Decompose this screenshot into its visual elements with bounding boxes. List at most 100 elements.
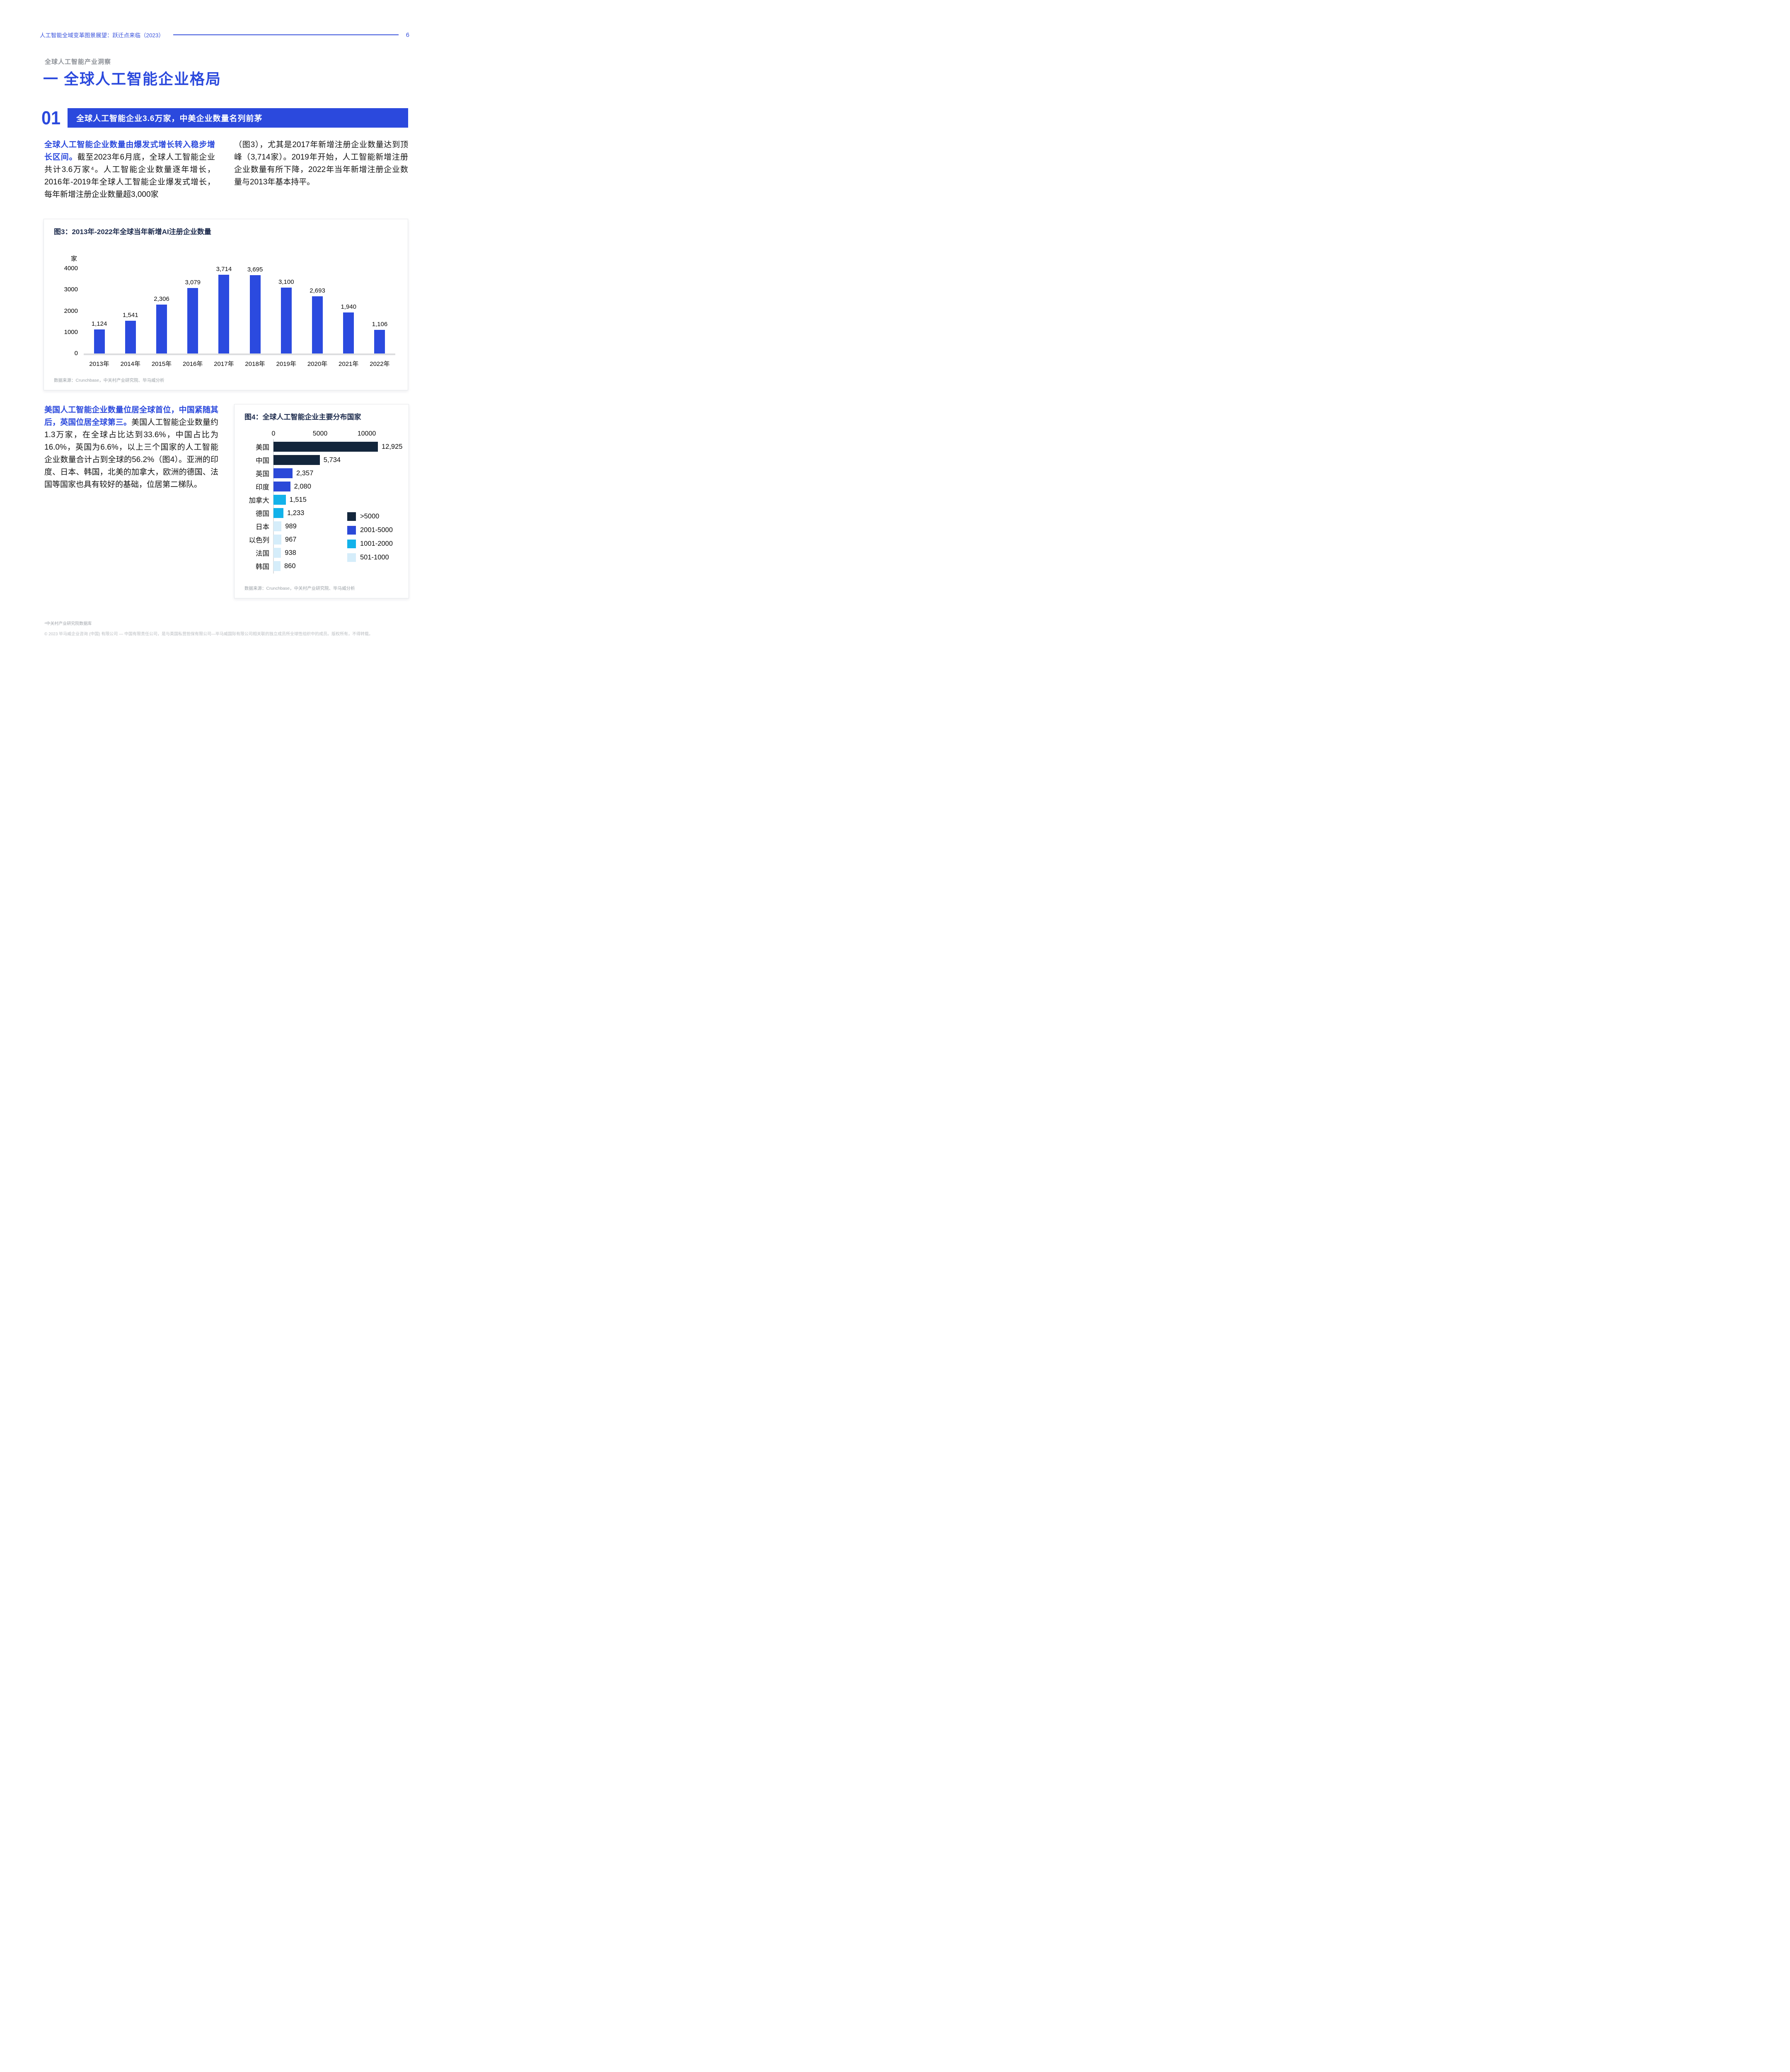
subsection-banner-text: 全球人工智能企业3.6万家，中美企业数量名列前茅 bbox=[76, 114, 263, 123]
figure3-x-label: 2018年 bbox=[245, 361, 265, 368]
figure3-bar bbox=[343, 312, 354, 353]
figure3-bar bbox=[156, 304, 167, 353]
figure3-y-tick: 3000 bbox=[64, 286, 78, 293]
figure3-value-label: 1,124 bbox=[91, 320, 107, 328]
figure4-bar bbox=[273, 455, 320, 465]
figure4-category-label: 法国 bbox=[256, 550, 269, 557]
figure3-bar bbox=[94, 329, 105, 353]
figure4-bar bbox=[273, 535, 281, 545]
figure3-bar-group: 3,079 bbox=[177, 279, 208, 353]
figure4-category-label: 以色列 bbox=[249, 537, 270, 544]
figure4-legend-label: 501-1000 bbox=[360, 554, 389, 561]
figure3-x-label: 2019年 bbox=[276, 361, 296, 368]
figure3-bar-group: 1,541 bbox=[115, 312, 146, 353]
figure3-x-label: 2021年 bbox=[339, 361, 359, 368]
figure4-value-label: 5,734 bbox=[323, 456, 341, 464]
figure4-title: 图4：全球人工智能企业主要分布国家 bbox=[244, 413, 361, 421]
figure4-legend-label: >5000 bbox=[360, 513, 380, 520]
header-rule bbox=[173, 34, 399, 35]
figure3-value-label: 3,100 bbox=[278, 278, 294, 286]
figure4-row: 德国 1,233 bbox=[244, 506, 401, 520]
figure3-value-label: 3,714 bbox=[216, 265, 232, 273]
figure4-card: 图4：全球人工智能企业主要分布国家 0 5000 10000 美国 12,925 中国 5… bbox=[234, 404, 409, 598]
figure4-x-ticks: 0 5000 10000 bbox=[244, 430, 401, 439]
figure3-bar-group: 1,940 bbox=[333, 303, 364, 353]
figure4-bar bbox=[273, 468, 293, 478]
figure4-row: 加拿大 1,515 bbox=[244, 493, 401, 506]
figure3-bar bbox=[374, 330, 385, 353]
figure4-row: 以色列 967 bbox=[244, 533, 401, 546]
report-title: 人工智能全域变革图景展望：跃迁点来临（2023） bbox=[40, 32, 164, 39]
copyright: © 2023 毕马威企业咨询 (中国) 有限公司 — 中国有限责任公司，是与英国… bbox=[44, 632, 373, 637]
figure4-legend-swatch bbox=[347, 512, 356, 521]
figure3-bar-group: 3,695 bbox=[239, 266, 271, 353]
paragraph-block-2: 美国人工智能企业数量位居全球首位，中国紧随其后，英国位居全球第三。美国人工智能企… bbox=[44, 404, 408, 491]
figure3-x-axis: 2013年 2014年 2015年 2016年 2017年 2018年 2019年 2020年… bbox=[84, 359, 395, 368]
figure4-value-label: 2,080 bbox=[294, 482, 311, 490]
figure3-value-label: 1,541 bbox=[123, 312, 138, 319]
figure4-value-label: 938 bbox=[285, 549, 296, 557]
figure4-row: 韩国 860 bbox=[244, 559, 401, 573]
section-eyebrow: 全球人工智能产业洞察 bbox=[45, 58, 111, 65]
figure4-value-label: 1,515 bbox=[289, 496, 307, 503]
figure3-value-label: 2,306 bbox=[154, 295, 169, 303]
figure3-x-label: 2015年 bbox=[151, 361, 172, 368]
figure3-value-label: 1,940 bbox=[341, 303, 356, 310]
figure3-bar-group: 3,100 bbox=[271, 278, 302, 353]
figure4-source: 数据来源：Crunchbase，中关村产业研究院、毕马威分析 bbox=[244, 586, 355, 591]
figure4-category-label: 加拿大 bbox=[249, 497, 270, 504]
figure3-x-label: 2016年 bbox=[183, 361, 203, 368]
figure3-card: 图3：2013年-2022年全球当年新增AI注册企业数量 家 0 1000 2000… bbox=[44, 219, 408, 390]
figure3-bar-group: 1,106 bbox=[364, 321, 395, 353]
figure3-y-tick: 4000 bbox=[64, 265, 78, 272]
figure4-value-label: 967 bbox=[285, 535, 297, 543]
subsection-banner: 01 全球人工智能企业3.6万家，中美企业数量名列前茅 bbox=[41, 108, 408, 128]
figure4-legend-item: 501-1000 bbox=[347, 553, 393, 562]
paragraph-block-1: 全球人工智能企业数量由爆发式增长转入稳步增长区间。截至2023年6月底，全球人工… bbox=[44, 139, 408, 201]
figure3-y-tick: 2000 bbox=[64, 307, 78, 315]
figure4-x-tick: 10000 bbox=[357, 430, 376, 437]
subsection-banner-bar: 全球人工智能企业3.6万家，中美企业数量名列前茅 bbox=[68, 108, 408, 128]
paragraph-1-body: 截至2023年6月底，全球人工智能企业共计3.6万家⁴。人工智能企业数量逐年增长… bbox=[44, 153, 215, 199]
figure4-legend-swatch bbox=[347, 540, 356, 548]
figure4-value-label: 989 bbox=[285, 522, 297, 530]
figure4-category-label: 日本 bbox=[256, 523, 269, 531]
figure4-bar bbox=[273, 508, 283, 518]
subsection-number: 01 bbox=[41, 107, 61, 128]
footnote: ⁴中关村产业研究院数据库 bbox=[44, 622, 92, 626]
figure4-row: 法国 938 bbox=[244, 546, 401, 559]
paragraph-2-lead: 美国人工智能企业数量位居全球首位，中国紧随其后，英国位居全球第三。 bbox=[44, 406, 218, 427]
figure4-legend: >5000 2001-5000 1001-2000 501-1000 bbox=[347, 512, 393, 567]
figure3-y-tick: 0 bbox=[74, 350, 78, 357]
paragraph-2-left: 美国人工智能企业数量位居全球首位，中国紧随其后，英国位居全球第三。美国人工智能企… bbox=[44, 404, 218, 491]
figure4-category-label: 美国 bbox=[256, 444, 269, 451]
figure3-bar-group: 2,693 bbox=[302, 287, 333, 353]
page-number: 6 bbox=[406, 31, 409, 39]
figure4-x-tick: 0 bbox=[271, 430, 276, 437]
figure3-bar bbox=[249, 275, 261, 353]
figure3-value-label: 3,695 bbox=[247, 266, 263, 273]
figure4-category-label: 韩国 bbox=[256, 563, 269, 571]
figure4-bar bbox=[273, 548, 281, 558]
figure3-bar bbox=[218, 274, 230, 353]
figure3-bar bbox=[187, 288, 198, 353]
figure4-bar bbox=[273, 561, 281, 571]
figure3-value-label: 3,079 bbox=[185, 279, 201, 286]
figure4-legend-item: 1001-2000 bbox=[347, 540, 393, 548]
figure3-x-label: 2014年 bbox=[120, 361, 140, 368]
figure4-bar bbox=[273, 521, 282, 531]
figure4-axis-line bbox=[273, 439, 274, 574]
figure3-value-label: 1,106 bbox=[372, 321, 388, 328]
figure4-row: 印度 2,080 bbox=[244, 480, 401, 493]
section-title: 一 全球人工智能企业格局 bbox=[43, 70, 222, 87]
figure3-plot: 1,124 1,541 2,306 3,079 3,714 3,695 3,100 2,693… bbox=[84, 265, 395, 355]
figure3-source: 数据来源：Crunchbase，中关村产业研究院、毕马威分析 bbox=[54, 378, 164, 383]
figure4-row: 中国 5,734 bbox=[244, 453, 401, 467]
figure4-value-label: 860 bbox=[284, 562, 296, 570]
figure4-value-label: 12,925 bbox=[382, 443, 403, 450]
figure3-x-label: 2022年 bbox=[370, 361, 390, 368]
paragraph-2-body: 美国人工智能企业数量约1.3万家，在全球占比达到33.6%，中国占比为16.0%… bbox=[44, 418, 218, 489]
figure4-legend-swatch bbox=[347, 526, 356, 535]
figure4-bar bbox=[273, 442, 378, 452]
figure3-bar-group: 1,124 bbox=[84, 320, 115, 353]
